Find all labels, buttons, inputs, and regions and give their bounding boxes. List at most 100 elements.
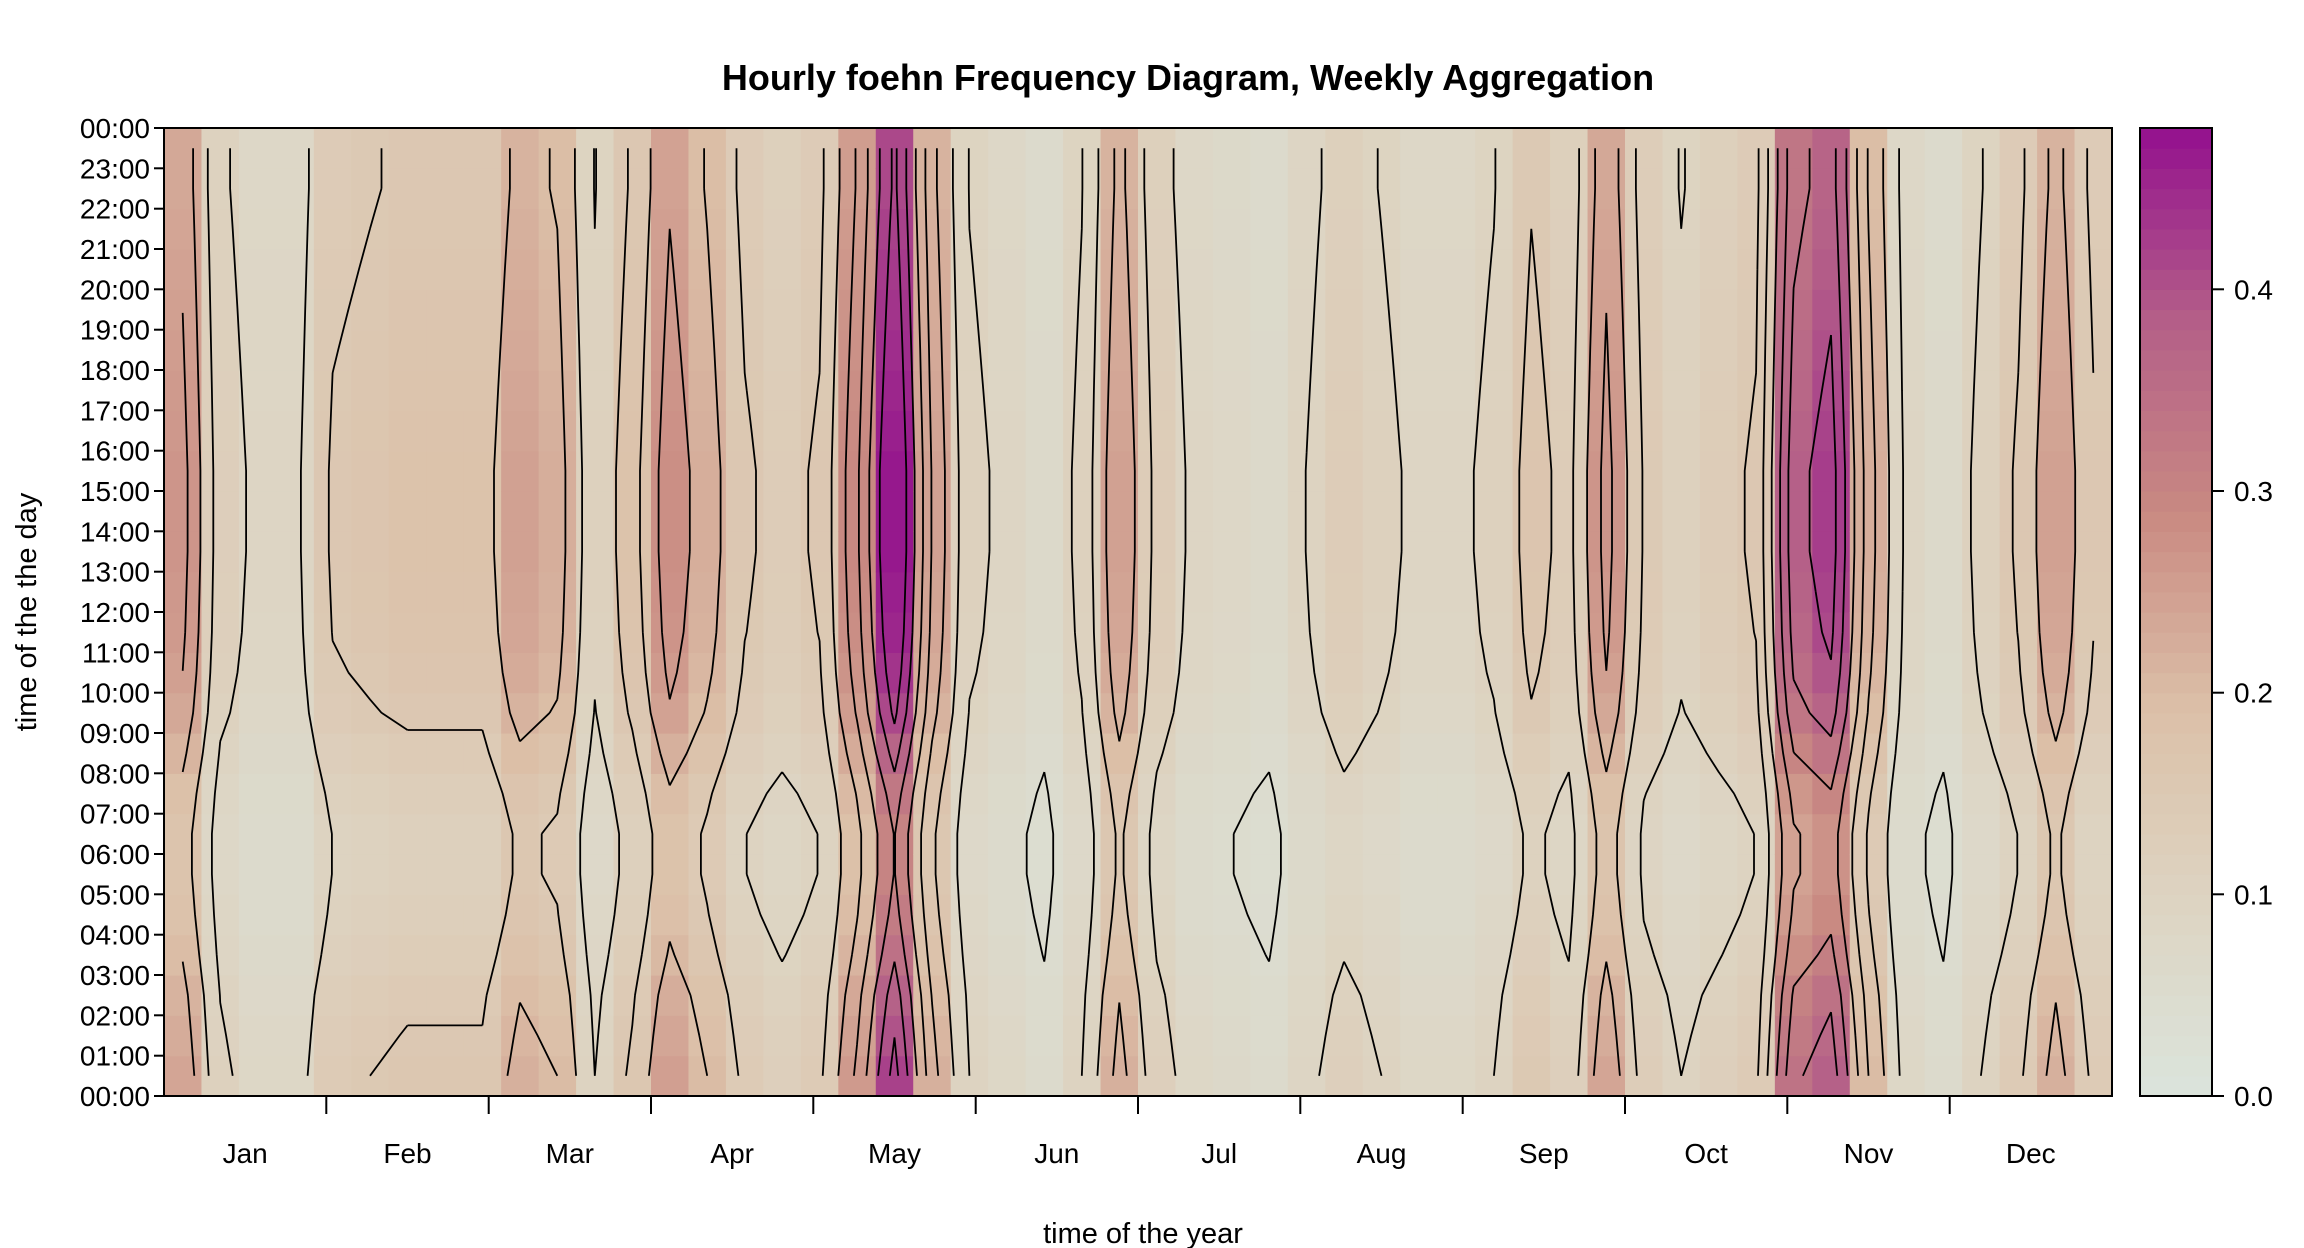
heatmap-cell <box>1362 652 1401 694</box>
heatmap-cell <box>725 894 764 936</box>
heatmap-cell <box>1175 168 1214 210</box>
heatmap-cell <box>1325 450 1364 492</box>
colorbar-swatch <box>2140 128 2212 149</box>
heatmap-cell <box>1625 329 1664 371</box>
heatmap-cell <box>1250 813 1289 855</box>
heatmap-cell <box>576 410 615 452</box>
heatmap-cell <box>988 249 1027 290</box>
heatmap-cell <box>1699 128 1738 169</box>
heatmap-cell <box>1774 370 1813 411</box>
heatmap-cell <box>1250 370 1289 411</box>
heatmap-cell <box>1100 692 1139 734</box>
heatmap-cell <box>1924 652 1963 694</box>
heatmap-cell <box>1437 168 1476 210</box>
heatmap-cell <box>688 652 727 694</box>
heatmap-cell <box>613 491 652 532</box>
heatmap-cell <box>238 854 277 895</box>
heatmap-cell <box>538 1055 577 1097</box>
heatmap-cell <box>725 289 764 331</box>
colorbar-swatch <box>2140 833 2212 855</box>
heatmap-cell <box>763 1055 802 1097</box>
heatmap-cell <box>238 813 277 855</box>
heatmap-cell <box>1400 208 1439 250</box>
heatmap-cell <box>651 1015 690 1057</box>
heatmap-cell <box>1400 531 1439 573</box>
heatmap-cell <box>238 692 277 734</box>
heatmap-cell <box>501 249 540 290</box>
y-tick-label: 05:00 <box>80 879 150 910</box>
heatmap-cell <box>950 934 989 976</box>
x-tick-label: Oct <box>1684 1138 1728 1169</box>
heatmap-cell <box>1063 571 1102 613</box>
y-tick-label: 11:00 <box>82 637 150 668</box>
heatmap-cell <box>950 773 989 815</box>
heatmap-cell <box>1887 652 1926 694</box>
heatmap-cell <box>1175 692 1214 734</box>
heatmap-cell <box>2074 450 2113 492</box>
heatmap-cell <box>1924 692 1963 734</box>
heatmap-cell <box>1100 854 1139 895</box>
y-tick-label: 19:00 <box>80 315 150 346</box>
heatmap-cell <box>201 329 240 371</box>
heatmap-cell <box>1587 975 1626 1016</box>
heatmap-cell <box>1362 854 1401 895</box>
x-tick-label: Jul <box>1201 1138 1237 1169</box>
heatmap-cell <box>201 612 240 653</box>
heatmap-cell <box>1212 934 1251 976</box>
heatmap-cell <box>1849 975 1888 1016</box>
heatmap-cell <box>1812 813 1851 855</box>
heatmap-cell <box>838 329 877 371</box>
heatmap-cell <box>238 975 277 1016</box>
heatmap-cell <box>1400 168 1439 210</box>
heatmap-cell <box>1025 975 1064 1016</box>
heatmap-cell <box>1400 289 1439 331</box>
heatmap-cell <box>613 208 652 250</box>
colorbar-swatch <box>2140 773 2212 795</box>
heatmap-cell <box>351 370 390 411</box>
heatmap-cell <box>613 975 652 1016</box>
heatmap-cell <box>1587 612 1626 653</box>
heatmap-cell <box>988 410 1027 452</box>
heatmap-cell <box>1250 208 1289 250</box>
heatmap-cell <box>1175 491 1214 532</box>
heatmap-cell <box>1175 208 1214 250</box>
heatmap-cell <box>688 854 727 895</box>
heatmap-cell <box>1287 813 1326 855</box>
heatmap-cell <box>1774 128 1813 169</box>
heatmap-cell <box>1362 168 1401 210</box>
heatmap-cell <box>988 531 1027 573</box>
heatmap-cell <box>1475 249 1514 290</box>
heatmap-cell <box>1699 1015 1738 1057</box>
heatmap-cell <box>1437 491 1476 532</box>
heatmap-cell <box>1812 733 1851 774</box>
heatmap-cell <box>1400 773 1439 815</box>
heatmap-cell <box>1924 289 1963 331</box>
heatmap-cell <box>426 410 465 452</box>
heatmap-cell <box>351 854 390 895</box>
heatmap-cell <box>988 975 1027 1016</box>
heatmap-cell <box>1250 773 1289 815</box>
heatmap-cell <box>838 249 877 290</box>
heatmap-cell <box>2074 249 2113 290</box>
heatmap-cell <box>1550 813 1589 855</box>
heatmap-cell <box>238 329 277 371</box>
heatmap-cell <box>763 773 802 815</box>
heatmap-cell <box>1138 208 1177 250</box>
heatmap-cell <box>351 1055 390 1097</box>
heatmap-cell <box>1400 491 1439 532</box>
heatmap-cell <box>1475 652 1514 694</box>
heatmap-cell <box>1250 975 1289 1016</box>
colorbar-swatch <box>2140 551 2212 573</box>
colorbar-frame <box>2139 127 2213 1097</box>
heatmap-cell <box>1887 1015 1926 1057</box>
heatmap-cell <box>1475 1055 1514 1097</box>
heatmap-cell <box>501 733 540 774</box>
heatmap-cell <box>1999 773 2038 815</box>
heatmap-cell <box>688 894 727 936</box>
heatmap-cell <box>800 813 839 855</box>
heatmap-cell <box>688 975 727 1016</box>
heatmap-cell <box>1138 410 1177 452</box>
heatmap-cell <box>1175 531 1214 573</box>
heatmap-cell <box>1887 491 1926 532</box>
heatmap-cell <box>1962 289 2001 331</box>
